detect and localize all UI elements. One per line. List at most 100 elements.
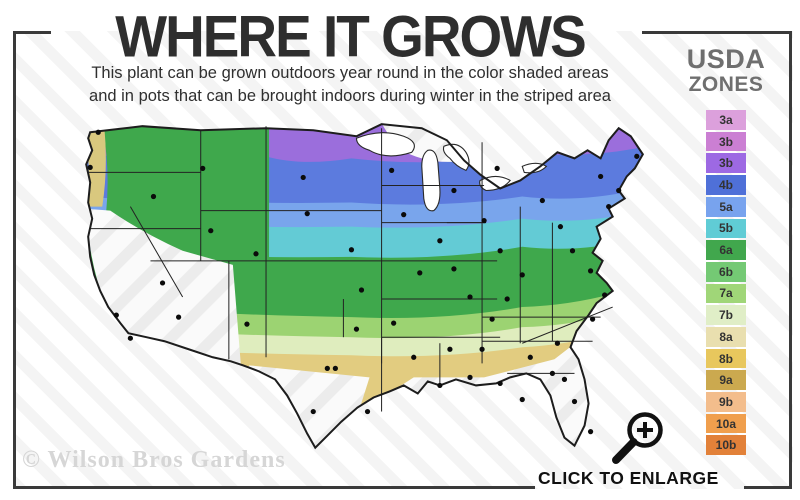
zone-chip-3b: 3b (706, 131, 746, 152)
city-dot (569, 248, 576, 254)
zone-chip-9b: 9b (706, 392, 746, 412)
city-dot (606, 203, 612, 210)
city-dot (253, 251, 259, 257)
city-dot (587, 429, 594, 435)
city-dot (332, 365, 338, 371)
zone-chip-8a: 8a (706, 326, 746, 347)
city-dot (519, 272, 525, 278)
city-dot (481, 218, 487, 224)
city-dot (634, 153, 640, 159)
frame-border-top-right-dash (642, 31, 792, 34)
city-dot (364, 408, 371, 415)
us-outline (85, 123, 645, 450)
city-dot (504, 296, 510, 302)
city-dot (113, 312, 119, 318)
zone-chip-3b: 3b (706, 153, 746, 174)
city-dot (554, 340, 561, 346)
usda-zone-map (50, 110, 678, 482)
zone-chip-10b: 10b (706, 435, 746, 456)
page-title: WHERE IT GROWS (115, 3, 586, 70)
city-dot (348, 247, 355, 253)
city-dot (200, 165, 206, 172)
zone-chip-9a: 9a (706, 370, 746, 391)
city-dot (437, 382, 443, 389)
city-dot (208, 228, 214, 234)
zone-chip-7b: 7b (706, 305, 746, 325)
usda-zones-legend: USDA ZONES 3a 3b 3b 4b 5a 5b 6a 6b 7a 7b 8a 8b 9a 9b 1… (683, 44, 769, 456)
city-dot (479, 346, 485, 352)
zone-chip-6b: 6b (706, 261, 746, 282)
zone-chip-8b: 8b (706, 348, 746, 369)
city-dot (353, 326, 360, 332)
city-dot (300, 174, 306, 181)
zone-chip-list: 3a 3b 3b 4b 5a 5b 6a 6b 7a 7b 8a 8b 9a 9b 10a 10b (683, 110, 769, 456)
city-dot (358, 287, 365, 293)
zone-chip-10a: 10a (706, 413, 746, 434)
city-dot (557, 224, 564, 230)
city-dot (401, 211, 407, 218)
zoom-in-magnifier-icon[interactable] (604, 404, 670, 470)
city-dot (447, 346, 453, 352)
zone-chip-6a: 6a (706, 240, 746, 260)
great-lakes (355, 132, 548, 212)
subtitle-line-1: This plant can be grown outdoors year ro… (91, 64, 609, 82)
frame-border-bottom-left (13, 486, 535, 489)
subtitle-line-2: and in pots that can be brought indoors … (89, 87, 611, 106)
city-dot (150, 193, 157, 200)
city-dot (527, 354, 533, 360)
us-zone-map-svg (85, 123, 645, 450)
city-dot (87, 164, 93, 170)
watermark: © Wilson Bros Gardens (22, 447, 286, 473)
city-dot (159, 280, 166, 286)
city-dot (494, 165, 500, 172)
city-dot (489, 316, 495, 322)
zone-chip-5b: 5b (706, 218, 746, 239)
city-dot (467, 374, 473, 381)
lake-michigan (421, 149, 441, 212)
city-dot (539, 197, 545, 204)
city-dot (244, 321, 250, 327)
city-dot (304, 210, 310, 217)
legend-title-usda: USDA (686, 44, 766, 74)
zone-chip-4b: 4b (706, 175, 746, 195)
click-to-enlarge-button[interactable]: CLICK TO ENLARGE (538, 468, 719, 488)
city-dot (176, 314, 182, 320)
city-dot (391, 320, 397, 326)
city-dot (616, 187, 622, 194)
lake-superior (355, 132, 415, 157)
city-dot (310, 408, 316, 415)
city-dot (411, 354, 417, 360)
city-dot (451, 266, 457, 272)
zone-color-bands (86, 124, 643, 448)
frame-border-bottom-right (744, 486, 792, 489)
city-dot (467, 294, 473, 300)
city-dot (587, 268, 594, 274)
city-dot (437, 238, 443, 244)
city-dot (127, 335, 133, 341)
legend-title-zones: ZONES (688, 73, 764, 96)
city-dot (417, 270, 423, 276)
city-dot (598, 173, 604, 180)
frame-border-left (13, 31, 16, 489)
city-dot (451, 187, 457, 194)
city-dot (602, 292, 608, 298)
city-dot (571, 398, 578, 405)
city-dot (519, 396, 525, 403)
city-dot (549, 370, 556, 376)
zone-chip-3a: 3a (706, 110, 746, 130)
city-dot (561, 376, 568, 383)
lake-huron (442, 143, 470, 172)
city-dot (324, 365, 330, 371)
city-dot (497, 380, 503, 387)
city-dot (389, 167, 395, 174)
frame-border-right (789, 31, 792, 489)
subtitle: This plant can be grown outdoors year ro… (40, 62, 660, 109)
frame-border-top-left-dash (13, 31, 51, 34)
city-dot (95, 129, 101, 135)
zone-chip-7a: 7a (706, 283, 746, 304)
city-marker-dots (87, 129, 640, 435)
city-dot (589, 316, 596, 322)
state-borders (88, 126, 613, 412)
city-dot (497, 248, 503, 254)
